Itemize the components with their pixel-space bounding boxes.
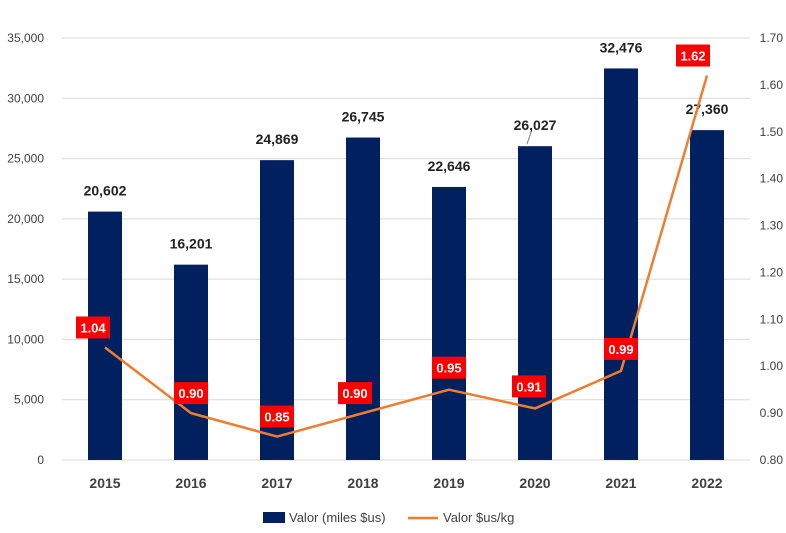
category-label-2017: 2017 bbox=[261, 475, 292, 491]
bar-2016 bbox=[174, 264, 208, 460]
right-tick-label: 1.30 bbox=[760, 219, 784, 233]
bar-2022 bbox=[690, 130, 724, 460]
line-label-text: 1.04 bbox=[80, 320, 106, 335]
line-label-2018: 0.90 bbox=[338, 382, 372, 405]
line-label-text: 1.62 bbox=[680, 49, 705, 64]
category-label-2019: 2019 bbox=[433, 475, 464, 491]
line-label-text: 0.91 bbox=[516, 379, 541, 394]
line-data-labels: 1.04 0.90 0.85 0.90 0.95 0.91 0.99 1.62 bbox=[76, 44, 710, 428]
left-tick-label: 0 bbox=[37, 453, 44, 467]
bar-2021 bbox=[604, 68, 638, 461]
bar-label-2015: 20,602 bbox=[84, 183, 127, 199]
line-label-text: 0.95 bbox=[436, 361, 461, 376]
line-label-box bbox=[76, 316, 110, 339]
right-tick-label: 0.90 bbox=[760, 406, 784, 420]
category-label-2020: 2020 bbox=[519, 475, 550, 491]
line-label-box bbox=[174, 382, 208, 405]
line-label-box bbox=[260, 405, 294, 428]
right-tick-label: 1.60 bbox=[760, 78, 784, 92]
line-label-2020: 0.91 bbox=[512, 375, 546, 398]
bar-series bbox=[88, 68, 724, 461]
right-tick-label: 1.70 bbox=[760, 31, 784, 45]
bar-label-2022: 27,360 bbox=[686, 101, 729, 117]
category-label-2018: 2018 bbox=[347, 475, 378, 491]
bar-2018 bbox=[346, 137, 380, 460]
bar-2019 bbox=[432, 186, 466, 460]
category-label-2021: 2021 bbox=[605, 475, 636, 491]
x-axis-tick-labels: 2015 2016 2017 2018 2019 2020 2021 2022 bbox=[89, 475, 722, 491]
line-label-2021: 0.99 bbox=[604, 337, 638, 360]
category-label-2015: 2015 bbox=[89, 475, 120, 491]
line-label-2017: 0.85 bbox=[260, 405, 294, 428]
category-label-2022: 2022 bbox=[691, 475, 722, 491]
line-label-2022: 1.62 bbox=[676, 44, 710, 67]
line-label-box bbox=[604, 337, 638, 360]
bar-label-2016: 16,201 bbox=[170, 236, 213, 252]
gridlines bbox=[62, 37, 750, 461]
bar-2020 bbox=[518, 146, 552, 461]
line-label-box bbox=[338, 382, 372, 405]
legend-label-line: Valor $us/kg bbox=[443, 510, 514, 525]
left-axis-ticks: 0 5,000 10,000 15,000 20,000 25,000 30,000 35,0… bbox=[7, 31, 44, 467]
left-tick-label: 20,000 bbox=[7, 212, 44, 226]
line-label-2019: 0.95 bbox=[432, 356, 466, 379]
legend-label-bar: Valor (miles $us) bbox=[289, 510, 386, 525]
right-tick-label: 1.20 bbox=[760, 265, 784, 279]
bar-label-2017: 24,869 bbox=[256, 131, 299, 147]
bar-label-leader-2020 bbox=[526, 132, 532, 145]
line-label-text: 0.85 bbox=[264, 410, 289, 425]
right-tick-label: 1.00 bbox=[760, 359, 784, 373]
left-tick-label: 5,000 bbox=[14, 393, 44, 407]
bar-label-2019: 22,646 bbox=[428, 158, 471, 174]
left-tick-label: 35,000 bbox=[7, 31, 44, 45]
legend-swatch-bar bbox=[263, 512, 285, 523]
bar-label-2018: 26,745 bbox=[342, 109, 385, 125]
line-label-box bbox=[512, 375, 546, 398]
bar-label-2020: 26,027 bbox=[514, 117, 557, 133]
right-axis-ticks: 0.80 0.90 1.00 1.10 1.20 1.30 1.40 1.50 1.60 1.70 bbox=[760, 31, 784, 467]
category-label-2016: 2016 bbox=[175, 475, 206, 491]
right-tick-label: 1.50 bbox=[760, 125, 784, 139]
left-tick-label: 15,000 bbox=[7, 272, 44, 286]
line-label-box bbox=[676, 44, 710, 67]
line-path bbox=[104, 75, 709, 438]
right-tick-label: 1.10 bbox=[760, 312, 784, 326]
bar-label-2021: 32,476 bbox=[600, 39, 643, 55]
line-series bbox=[104, 75, 709, 438]
line-label-2016: 0.90 bbox=[174, 382, 208, 405]
line-label-2015: 1.04 bbox=[76, 316, 110, 339]
line-label-text: 0.90 bbox=[342, 386, 367, 401]
legend: Valor (miles $us) Valor $us/kg bbox=[263, 510, 514, 525]
line-label-text: 0.90 bbox=[178, 386, 203, 401]
left-tick-label: 25,000 bbox=[7, 152, 44, 166]
line-label-text: 0.99 bbox=[608, 342, 633, 357]
line-label-box bbox=[432, 356, 466, 379]
right-tick-label: 0.80 bbox=[760, 453, 784, 467]
left-tick-label: 30,000 bbox=[7, 91, 44, 105]
left-tick-label: 10,000 bbox=[7, 332, 44, 346]
right-tick-label: 1.40 bbox=[760, 172, 784, 186]
